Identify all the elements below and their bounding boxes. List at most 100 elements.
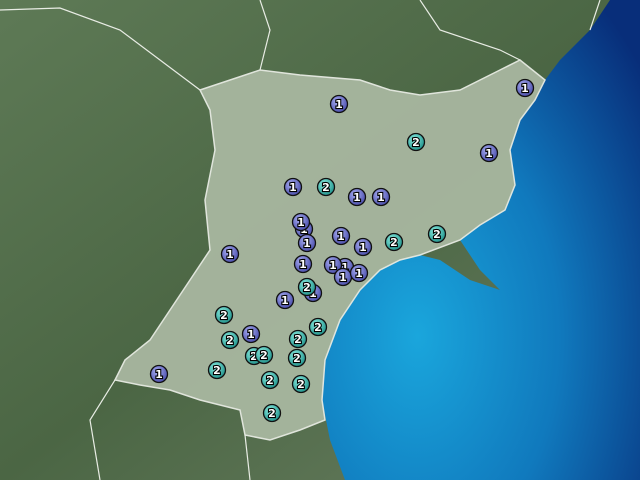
marker-intensity-2[interactable]: 2: [308, 317, 328, 337]
marker-layer: 1111111111111111111112222222222222222: [149, 78, 535, 423]
marker-intensity-2[interactable]: 2: [287, 348, 307, 368]
marker-label: 2: [293, 352, 301, 365]
marker-intensity-1[interactable]: 1: [349, 263, 369, 283]
marker-circle: [331, 226, 351, 246]
marker-intensity-1[interactable]: 1: [241, 324, 261, 344]
marker-circle: [287, 348, 307, 368]
marker-intensity-2[interactable]: 2: [316, 177, 336, 197]
marker-label: 1: [485, 147, 493, 160]
marker-label: 2: [266, 374, 274, 387]
marker-label: 1: [359, 241, 367, 254]
marker-circle: [288, 329, 308, 349]
marker-circle: [347, 187, 367, 207]
marker-label: 2: [314, 321, 322, 334]
marker-circle: [308, 317, 328, 337]
marker-label: 1: [335, 98, 343, 111]
marker-circle: [316, 177, 336, 197]
marker-label: 1: [353, 191, 361, 204]
marker-circle: [214, 305, 234, 325]
marker-label: 1: [303, 237, 311, 250]
marker-circle: [353, 237, 373, 257]
marker-intensity-1[interactable]: 1: [353, 237, 373, 257]
marker-circle: [297, 233, 317, 253]
marker-intensity-1[interactable]: 1: [371, 187, 391, 207]
marker-circle: [241, 324, 261, 344]
marker-label: 1: [226, 248, 234, 261]
ocean: [322, 0, 640, 480]
marker-intensity-2[interactable]: 2: [220, 330, 240, 350]
marker-label: 2: [250, 350, 258, 363]
marker-circle: [297, 277, 317, 297]
marker-label: 1: [289, 181, 297, 194]
marker-intensity-1[interactable]: 1: [297, 233, 317, 253]
marker-intensity-1[interactable]: 1: [347, 187, 367, 207]
marker-intensity-1[interactable]: 1: [515, 78, 535, 98]
marker-circle: [323, 255, 343, 275]
marker-label: 2: [260, 349, 268, 362]
marker-label: 2: [412, 136, 420, 149]
marker-label: 2: [268, 407, 276, 420]
marker-circle: [262, 403, 282, 423]
marker-label: 1: [329, 259, 337, 272]
marker-label: 2: [220, 309, 228, 322]
marker-intensity-2[interactable]: 2: [262, 403, 282, 423]
marker-circle: [427, 224, 447, 244]
marker-label: 2: [297, 378, 305, 391]
marker-circle: [479, 143, 499, 163]
marker-label: 1: [155, 368, 163, 381]
marker-circle: [329, 94, 349, 114]
marker-circle: [283, 177, 303, 197]
marker-label: 2: [303, 281, 311, 294]
marker-label: 1: [339, 271, 347, 284]
marker-circle: [291, 374, 311, 394]
marker-label: 2: [294, 333, 302, 346]
marker-intensity-2[interactable]: 2: [297, 277, 317, 297]
marker-label: 1: [337, 230, 345, 243]
marker-intensity-1[interactable]: 1: [291, 212, 311, 232]
marker-intensity-1[interactable]: 1: [479, 143, 499, 163]
marker-label: 1: [247, 328, 255, 341]
marker-intensity-2[interactable]: 2: [384, 232, 404, 252]
marker-intensity-1[interactable]: 1: [283, 177, 303, 197]
marker-intensity-1[interactable]: 1: [149, 364, 169, 384]
marker-intensity-1[interactable]: 1: [333, 267, 353, 287]
marker-intensity-2[interactable]: 2: [207, 360, 227, 380]
marker-label: 2: [322, 181, 330, 194]
marker-intensity-2[interactable]: 2: [406, 132, 426, 152]
marker-intensity-2[interactable]: 2: [291, 374, 311, 394]
marker-label: 2: [226, 334, 234, 347]
marker-circle: [406, 132, 426, 152]
marker-circle: [220, 330, 240, 350]
marker-circle: [293, 254, 313, 274]
marker-intensity-2[interactable]: 2: [214, 305, 234, 325]
marker-label: 1: [281, 294, 289, 307]
marker-intensity-2[interactable]: 2: [260, 370, 280, 390]
marker-circle: [207, 360, 227, 380]
marker-label: 1: [377, 191, 385, 204]
marker-circle: [260, 370, 280, 390]
marker-circle: [275, 290, 295, 310]
marker-label: 1: [341, 261, 349, 274]
marker-circle: [384, 232, 404, 252]
marker-label: 1: [297, 216, 305, 229]
prefecture-border: [0, 0, 601, 480]
marker-circle: [291, 212, 311, 232]
marker-label: 1: [299, 258, 307, 271]
marker-intensity-2[interactable]: 2: [254, 345, 274, 365]
marker-label: 2: [390, 236, 398, 249]
marker-label: 1: [355, 267, 363, 280]
marker-intensity-1[interactable]: 1: [220, 244, 240, 264]
marker-circle: [149, 364, 169, 384]
marker-circle: [515, 78, 535, 98]
marker-circle: [220, 244, 240, 264]
marker-intensity-1[interactable]: 1: [323, 255, 343, 275]
marker-circle: [371, 187, 391, 207]
marker-intensity-2[interactable]: 2: [288, 329, 308, 349]
marker-intensity-2[interactable]: 2: [427, 224, 447, 244]
marker-label: 2: [433, 228, 441, 241]
marker-intensity-1[interactable]: 1: [293, 254, 313, 274]
marker-intensity-1[interactable]: 1: [331, 226, 351, 246]
marker-intensity-1[interactable]: 1: [275, 290, 295, 310]
marker-intensity-1[interactable]: 1: [329, 94, 349, 114]
